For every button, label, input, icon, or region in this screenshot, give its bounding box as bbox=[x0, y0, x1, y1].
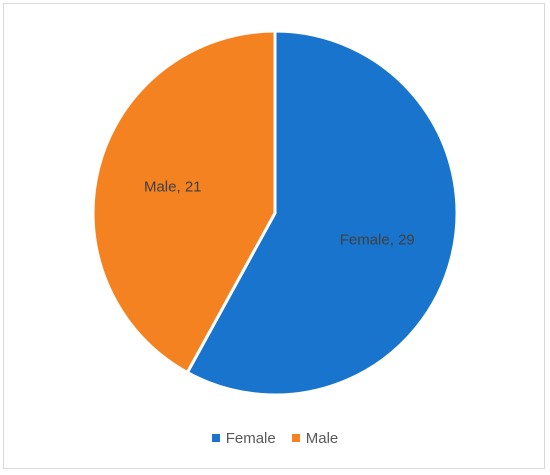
legend: Female Male bbox=[0, 428, 550, 448]
legend-swatch-male bbox=[291, 434, 300, 442]
legend-item-female: Female bbox=[211, 429, 276, 447]
legend-label-male: Male bbox=[305, 429, 339, 447]
data-label-male: Male, 21 bbox=[144, 179, 202, 196]
legend-label-female: Female bbox=[225, 429, 276, 447]
legend-swatch-female bbox=[211, 434, 220, 442]
legend-item-male: Male bbox=[291, 429, 339, 447]
pie-slice-male bbox=[91, 29, 277, 374]
pie-slice-female bbox=[185, 29, 459, 397]
data-label-female: Female, 29 bbox=[340, 231, 415, 248]
